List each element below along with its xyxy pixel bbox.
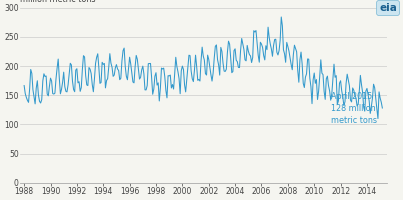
Text: eia: eia [379,3,397,13]
Text: million metric tons: million metric tons [20,0,96,4]
Text: April 2015
128 million
metric tons: April 2015 128 million metric tons [331,92,377,125]
